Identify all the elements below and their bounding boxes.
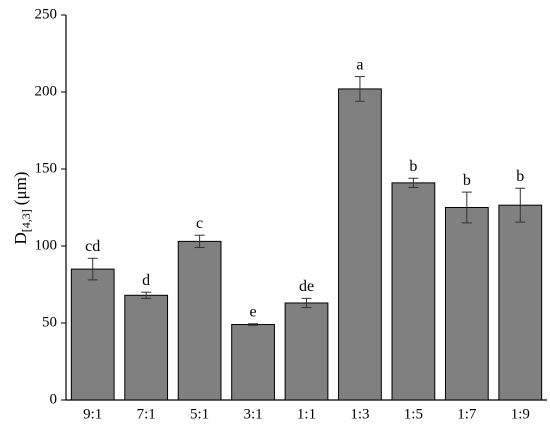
bar xyxy=(444,207,489,401)
x-tick-label: 1:3 xyxy=(350,406,369,422)
significance-letter: e xyxy=(250,303,257,320)
bar xyxy=(284,302,329,401)
y-tick-label: 250 xyxy=(35,6,58,22)
y-axis-label: D[4,3] (μm) xyxy=(11,172,33,245)
significance-letter: b xyxy=(516,168,524,185)
x-tick-label: 9:1 xyxy=(83,406,102,422)
bar xyxy=(498,204,543,401)
y-label-sub: [4,3] xyxy=(19,209,33,232)
y-tick-label: 0 xyxy=(50,391,58,407)
significance-letter: cd xyxy=(85,238,100,255)
bar xyxy=(231,324,275,401)
y-tick-label: 50 xyxy=(42,314,57,330)
x-tick-label: 1:9 xyxy=(511,406,530,422)
bar xyxy=(177,240,222,401)
x-tick-label: 1:7 xyxy=(457,406,477,422)
x-tick-label: 1:5 xyxy=(404,406,423,422)
y-tick-label: 150 xyxy=(35,160,58,176)
bar xyxy=(124,294,169,401)
bar xyxy=(338,88,382,401)
y-tick-label: 200 xyxy=(35,83,58,99)
x-tick-label: 7:1 xyxy=(137,406,156,422)
y-label-unit: (μm) xyxy=(11,172,30,206)
significance-letter: d xyxy=(142,272,150,289)
x-tick-label: 3:1 xyxy=(243,406,262,422)
significance-letter: de xyxy=(299,278,314,295)
bar xyxy=(391,182,436,401)
x-tick-label: 5:1 xyxy=(190,406,209,422)
significance-letter: b xyxy=(409,158,417,175)
significance-letter: a xyxy=(356,56,363,73)
x-tick-label: 1:1 xyxy=(297,406,316,422)
y-label-main: D xyxy=(11,232,30,244)
significance-letter: b xyxy=(463,172,471,189)
bar xyxy=(70,268,115,401)
significance-letter: c xyxy=(196,215,203,232)
y-tick-label: 100 xyxy=(35,237,58,253)
